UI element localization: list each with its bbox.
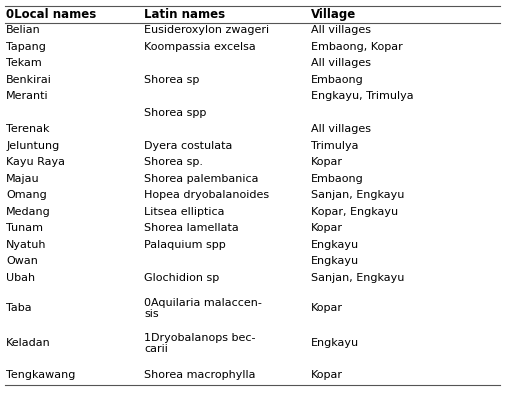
Text: Palaquium spp: Palaquium spp — [144, 240, 226, 250]
Text: Benkirai: Benkirai — [6, 75, 52, 85]
Text: Kopar, Engkayu: Kopar, Engkayu — [311, 207, 398, 217]
Text: Trimulya: Trimulya — [311, 141, 358, 151]
Text: All villages: All villages — [311, 58, 371, 68]
Text: Shorea sp.: Shorea sp. — [144, 157, 203, 167]
Text: Embaong: Embaong — [311, 174, 363, 184]
Text: Eusideroxylon zwageri: Eusideroxylon zwageri — [144, 25, 269, 35]
Text: Engkayu: Engkayu — [311, 240, 359, 250]
Text: Shorea lamellata: Shorea lamellata — [144, 223, 239, 233]
Text: Embaong, Kopar: Embaong, Kopar — [311, 42, 402, 52]
Text: Nyatuh: Nyatuh — [6, 240, 46, 250]
Text: Belian: Belian — [6, 25, 41, 35]
Text: Owan: Owan — [6, 256, 38, 266]
Text: Engkayu: Engkayu — [311, 256, 359, 266]
Text: Embaong: Embaong — [311, 75, 363, 85]
Text: Keladan: Keladan — [6, 338, 51, 348]
Text: Tekam: Tekam — [6, 58, 42, 68]
Text: Litsea elliptica: Litsea elliptica — [144, 207, 224, 217]
Text: Kopar: Kopar — [311, 370, 342, 380]
Text: Sanjan, Engkayu: Sanjan, Engkayu — [311, 273, 404, 283]
Text: Village: Village — [311, 8, 356, 21]
Text: Hopea dryobalanoides: Hopea dryobalanoides — [144, 190, 269, 200]
Text: Omang: Omang — [6, 190, 47, 200]
Text: Engkayu, Trimulya: Engkayu, Trimulya — [311, 91, 413, 101]
Text: Medang: Medang — [6, 207, 51, 217]
Text: Glochidion sp: Glochidion sp — [144, 273, 219, 283]
Text: Tapang: Tapang — [6, 42, 46, 52]
Text: Kayu Raya: Kayu Raya — [6, 157, 65, 167]
Text: Ubah: Ubah — [6, 273, 35, 283]
Text: Sanjan, Engkayu: Sanjan, Engkayu — [311, 190, 404, 200]
Text: 1Dryobalanops bec-
carii: 1Dryobalanops bec- carii — [144, 333, 256, 354]
Text: Meranti: Meranti — [6, 91, 48, 101]
Text: Engkayu: Engkayu — [311, 338, 359, 348]
Text: Jeluntung: Jeluntung — [6, 141, 59, 151]
Text: Shorea spp: Shorea spp — [144, 108, 207, 118]
Text: Shorea palembanica: Shorea palembanica — [144, 174, 259, 184]
Text: Tunam: Tunam — [6, 223, 43, 233]
Text: 0Aquilaria malaccen-
sis: 0Aquilaria malaccen- sis — [144, 298, 262, 319]
Text: Latin names: Latin names — [144, 8, 225, 21]
Text: Terenak: Terenak — [6, 124, 49, 134]
Text: Kopar: Kopar — [311, 223, 342, 233]
Text: Tengkawang: Tengkawang — [6, 370, 75, 380]
Text: Dyera costulata: Dyera costulata — [144, 141, 232, 151]
Text: Kopar: Kopar — [311, 303, 342, 313]
Text: 0Local names: 0Local names — [6, 8, 96, 21]
Text: Majau: Majau — [6, 174, 40, 184]
Text: Shorea macrophylla: Shorea macrophylla — [144, 370, 256, 380]
Text: Shorea sp: Shorea sp — [144, 75, 199, 85]
Text: All villages: All villages — [311, 124, 371, 134]
Text: Kopar: Kopar — [311, 157, 342, 167]
Text: Taba: Taba — [6, 303, 32, 313]
Text: All villages: All villages — [311, 25, 371, 35]
Text: Koompassia excelsa: Koompassia excelsa — [144, 42, 256, 52]
